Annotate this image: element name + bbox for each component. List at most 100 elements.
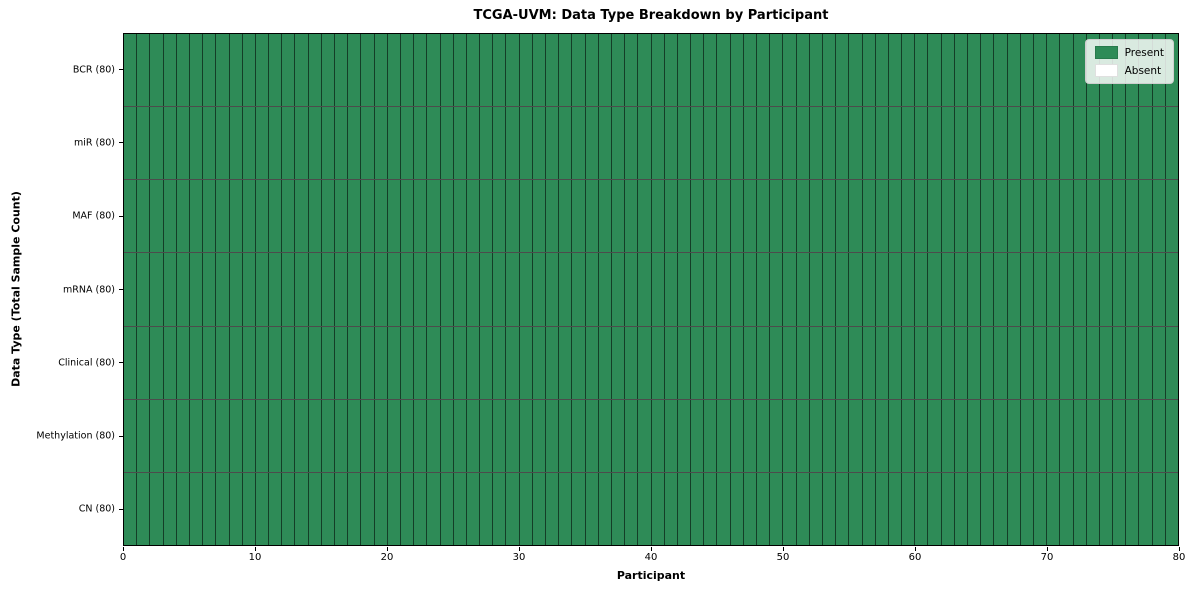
- heatmap-cell: [994, 107, 1008, 180]
- heatmap-cell: [730, 326, 744, 399]
- heatmap-cell: [928, 34, 942, 107]
- heatmap-cell: [414, 34, 428, 107]
- heatmap-cell: [704, 34, 718, 107]
- heatmap-cell: [757, 399, 771, 472]
- heatmap-cell: [308, 326, 322, 399]
- heatmap-cell: [493, 399, 507, 472]
- heatmap-cell: [862, 326, 876, 399]
- heatmap-cell: [981, 326, 995, 399]
- heatmap-cell: [994, 326, 1008, 399]
- heatmap-cell: [1165, 253, 1178, 326]
- heatmap-cell: [374, 399, 388, 472]
- heatmap-cell: [321, 107, 335, 180]
- heatmap-cell: [677, 180, 692, 253]
- heatmap-cell: [546, 180, 560, 253]
- heatmap-cell: [532, 253, 546, 326]
- heatmap-cell: [888, 253, 903, 326]
- heatmap-cell: [981, 107, 995, 180]
- heatmap-cell: [176, 107, 190, 180]
- heatmap-cell: [295, 326, 309, 399]
- heatmap-cell: [1007, 34, 1021, 107]
- heatmap-cell: [638, 253, 652, 326]
- heatmap-cell: [387, 180, 401, 253]
- heatmap-cell: [1126, 180, 1140, 253]
- heatmap-cell: [361, 326, 375, 399]
- heatmap-cell: [189, 34, 204, 107]
- heatmap-cell: [1033, 326, 1048, 399]
- heatmap-cell: [598, 253, 612, 326]
- x-tick-mark: [1046, 547, 1048, 551]
- heatmap-cell: [348, 107, 362, 180]
- heatmap-cell: [954, 107, 968, 180]
- heatmap-cell: [493, 472, 507, 545]
- heatmap-cell: [150, 180, 164, 253]
- heatmap-cell: [282, 399, 296, 472]
- heatmap-cell: [888, 107, 903, 180]
- heatmap-cell: [229, 34, 243, 107]
- heatmap-cell: [1152, 472, 1166, 545]
- heatmap-cell: [532, 34, 546, 107]
- x-tick-label: 10: [248, 552, 262, 563]
- heatmap-cell: [532, 472, 546, 545]
- heatmap-cell: [203, 34, 217, 107]
- heatmap-cell: [546, 107, 560, 180]
- heatmap-cell: [954, 399, 968, 472]
- heatmap-cell: [849, 34, 863, 107]
- heatmap-cell: [506, 107, 520, 180]
- heatmap-cell: [1113, 472, 1127, 545]
- heatmap-cell: [1099, 180, 1114, 253]
- heatmap-cell: [348, 326, 362, 399]
- heatmap-cell: [902, 472, 916, 545]
- heatmap-cell: [255, 472, 270, 545]
- heatmap-cell: [255, 34, 270, 107]
- heatmap-cell: [546, 399, 560, 472]
- heatmap-cell: [348, 253, 362, 326]
- heatmap-cell: [124, 107, 138, 180]
- heatmap-cell: [321, 472, 335, 545]
- heatmap-cell: [598, 472, 612, 545]
- heatmap-cell: [717, 253, 731, 326]
- heatmap-cell: [598, 326, 612, 399]
- heatmap-cell: [743, 399, 757, 472]
- heatmap-cell: [968, 180, 982, 253]
- heatmap-cell: [255, 399, 270, 472]
- heatmap-cell: [611, 180, 626, 253]
- heatmap-cell: [150, 253, 164, 326]
- heatmap-cell: [519, 34, 533, 107]
- heatmap-cell: [295, 472, 309, 545]
- heatmap-cell: [189, 253, 204, 326]
- heatmap-cell: [1099, 107, 1114, 180]
- heatmap-cell: [203, 472, 217, 545]
- heatmap-cell: [387, 326, 401, 399]
- heatmap-cell: [915, 399, 929, 472]
- heatmap-cell: [1099, 253, 1114, 326]
- heatmap-cell: [400, 34, 415, 107]
- heatmap-cell: [137, 472, 151, 545]
- heatmap-cell: [255, 253, 270, 326]
- heatmap-cell: [875, 253, 889, 326]
- heatmap-cell: [335, 107, 349, 180]
- heatmap-cell: [546, 253, 560, 326]
- heatmap-cell: [585, 472, 599, 545]
- heatmap-cell: [796, 180, 810, 253]
- chart-title: TCGA-UVM: Data Type Breakdown by Partici…: [473, 8, 829, 23]
- heatmap-cell: [137, 326, 151, 399]
- heatmap-cell: [651, 253, 665, 326]
- heatmap-cell: [519, 180, 533, 253]
- heatmap-cell: [1086, 472, 1100, 545]
- heatmap-cell: [124, 472, 138, 545]
- heatmap-cell: [941, 326, 955, 399]
- heatmap-cell: [480, 326, 494, 399]
- heatmap-cell: [757, 180, 771, 253]
- heatmap-cell: [519, 253, 533, 326]
- heatmap-cell: [242, 399, 256, 472]
- heatmap-cell: [427, 399, 441, 472]
- y-tick-label: Methylation (80): [36, 430, 115, 442]
- heatmap-cell: [124, 399, 138, 472]
- heatmap-cell: [1020, 253, 1034, 326]
- heatmap-cell: [1086, 399, 1100, 472]
- heatmap-cell: [414, 326, 428, 399]
- heatmap-cell: [216, 472, 230, 545]
- heatmap-cell: [1007, 472, 1021, 545]
